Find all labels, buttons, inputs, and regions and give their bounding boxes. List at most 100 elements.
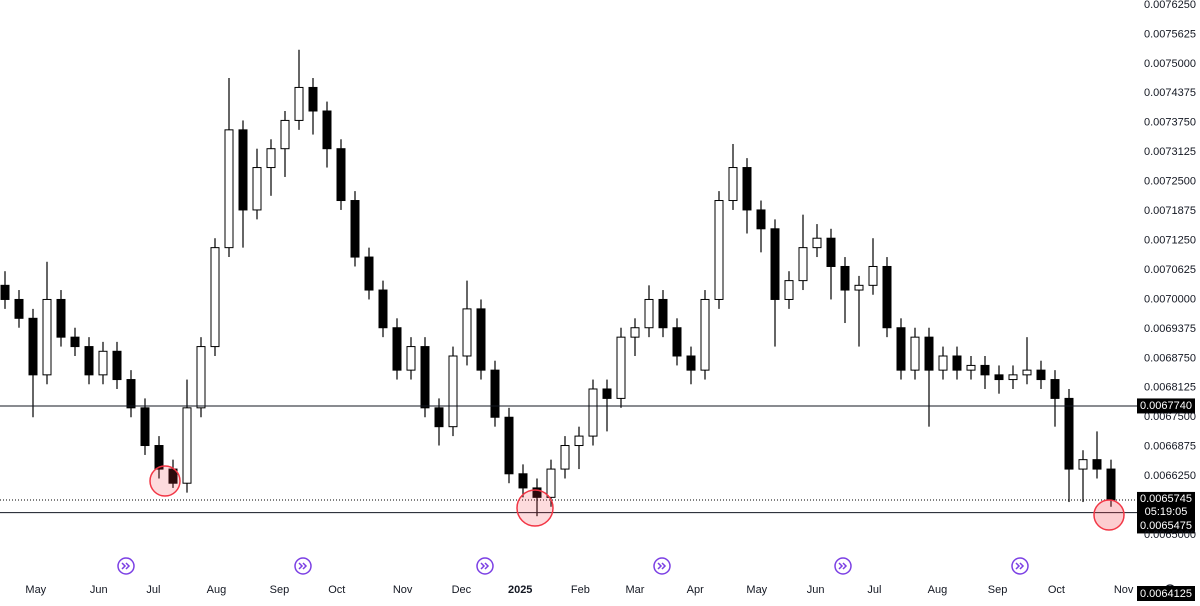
x-tick-label: 2025 bbox=[508, 584, 532, 596]
candle-body bbox=[518, 473, 528, 489]
candle-body bbox=[1064, 397, 1074, 470]
level-label-box bbox=[1137, 398, 1195, 414]
candle-body bbox=[1106, 468, 1116, 501]
x-tick-label: Jul bbox=[867, 584, 881, 596]
event-icon[interactable] bbox=[1011, 557, 1029, 575]
candle-body bbox=[532, 487, 542, 498]
candle-body bbox=[1092, 459, 1102, 470]
candle-body bbox=[490, 369, 500, 418]
candle-body bbox=[630, 327, 640, 338]
candle-body bbox=[112, 350, 122, 381]
candle-body bbox=[1078, 459, 1088, 470]
candle-body bbox=[252, 167, 262, 211]
candle-body bbox=[952, 355, 962, 371]
candle-body bbox=[602, 388, 612, 399]
x-tick-label: Aug bbox=[207, 584, 227, 596]
candle-body bbox=[854, 284, 864, 291]
x-tick-label: May bbox=[746, 584, 767, 596]
cursor-label: 0.0064125 bbox=[1140, 588, 1192, 600]
candle-body bbox=[126, 379, 136, 409]
candle-body bbox=[14, 298, 24, 319]
event-icon[interactable] bbox=[834, 557, 852, 575]
y-tick-label: 0.0067500 bbox=[1144, 411, 1196, 423]
event-icon[interactable] bbox=[653, 557, 671, 575]
candle-body bbox=[840, 265, 850, 291]
candle-body bbox=[322, 110, 332, 150]
candle-body bbox=[70, 336, 80, 348]
candle-body bbox=[476, 308, 486, 371]
candle-body bbox=[406, 346, 416, 371]
candle-body bbox=[672, 327, 682, 357]
event-icon[interactable] bbox=[117, 557, 135, 575]
candle-body bbox=[574, 435, 584, 447]
candle-body bbox=[756, 209, 766, 230]
candle-body bbox=[140, 407, 150, 447]
candle-body bbox=[994, 374, 1004, 381]
candle-body bbox=[308, 86, 318, 112]
x-tick-label: Aug bbox=[928, 584, 948, 596]
candle-body bbox=[84, 346, 94, 376]
y-tick-label: 0.0074375 bbox=[1144, 87, 1196, 99]
candle-body bbox=[882, 265, 892, 329]
candle-body bbox=[28, 317, 38, 376]
highlight-circle bbox=[149, 465, 181, 497]
x-tick-label: Sep bbox=[988, 584, 1008, 596]
event-icon[interactable] bbox=[476, 557, 494, 575]
y-tick-label: 0.0073125 bbox=[1144, 146, 1196, 158]
candle-body bbox=[1036, 369, 1046, 381]
candle-body bbox=[392, 327, 402, 371]
y-tick-label: 0.0065000 bbox=[1144, 529, 1196, 541]
y-tick-label: 0.0066250 bbox=[1144, 470, 1196, 482]
x-tick-label: Jun bbox=[90, 584, 108, 596]
x-tick-label: Jul bbox=[146, 584, 160, 596]
level-label-box bbox=[1137, 518, 1195, 534]
candle-body bbox=[1050, 379, 1060, 399]
candle-body bbox=[1008, 374, 1018, 381]
cursor-label-box bbox=[1137, 586, 1195, 601]
x-tick-label: Oct bbox=[328, 584, 345, 596]
candle-body bbox=[420, 346, 430, 409]
candle-body bbox=[238, 129, 248, 211]
candle-body bbox=[770, 228, 780, 300]
candle-body bbox=[462, 308, 472, 357]
candle-body bbox=[784, 280, 794, 300]
y-tick-label: 0.0070625 bbox=[1144, 264, 1196, 276]
candle-body bbox=[826, 237, 836, 267]
candle-body bbox=[350, 200, 360, 258]
candle-body bbox=[938, 355, 948, 371]
x-tick-label: Jun bbox=[807, 584, 825, 596]
x-tick-label: Dec bbox=[452, 584, 472, 596]
y-tick-label: 0.0072500 bbox=[1144, 176, 1196, 188]
candle-body bbox=[448, 355, 458, 428]
candle-body bbox=[686, 355, 696, 371]
candle-body bbox=[434, 407, 444, 428]
candle-body bbox=[364, 256, 374, 291]
candle-body bbox=[42, 298, 52, 376]
level-label: 0.0067740 bbox=[1140, 400, 1192, 412]
y-tick-label: 0.0066875 bbox=[1144, 441, 1196, 453]
y-tick-label: 0.0068750 bbox=[1144, 352, 1196, 364]
x-tick-label: Mar bbox=[626, 584, 645, 596]
x-tick-label: Nov bbox=[393, 584, 413, 596]
candle-body bbox=[98, 350, 108, 376]
candle-body bbox=[336, 148, 346, 202]
event-icon[interactable] bbox=[294, 557, 312, 575]
candle-body bbox=[210, 247, 220, 348]
candle-body bbox=[0, 284, 10, 300]
candle-body bbox=[728, 167, 738, 202]
candle-body bbox=[504, 416, 514, 475]
candle-body bbox=[1022, 369, 1032, 376]
x-tick-label: Feb bbox=[571, 584, 590, 596]
y-tick-label: 0.0071875 bbox=[1144, 205, 1196, 217]
countdown: 05:19:05 bbox=[1145, 506, 1188, 518]
candle-body bbox=[154, 445, 164, 470]
candle-body bbox=[280, 119, 290, 150]
last-price-label: 0.0065745 bbox=[1140, 493, 1192, 505]
candle-body bbox=[588, 388, 598, 437]
candle-body bbox=[896, 327, 906, 371]
markers bbox=[149, 465, 1125, 531]
candle-body bbox=[658, 298, 668, 329]
y-tick-label: 0.0075000 bbox=[1144, 58, 1196, 70]
